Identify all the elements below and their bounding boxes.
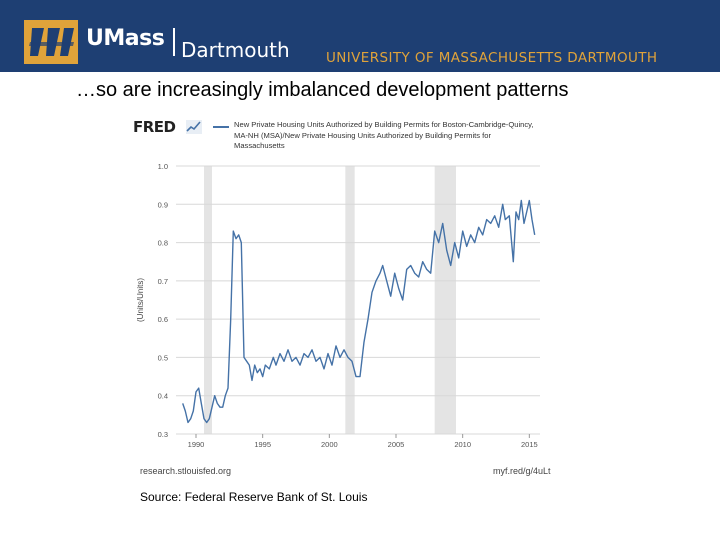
- y-tick-label: 0.4: [158, 392, 168, 401]
- x-tick-label: 2005: [388, 440, 405, 449]
- fred-source-url: research.stlouisfed.org: [140, 466, 232, 476]
- university-name: UNIVERSITY OF MASSACHUSETTS DARTMOUTH: [326, 50, 658, 66]
- source-note: Source: Federal Reserve Bank of St. Loui…: [140, 490, 368, 504]
- brand-umass: UMass: [86, 26, 165, 51]
- x-tick-label: 1995: [254, 440, 271, 449]
- y-tick-label: 1.0: [158, 162, 168, 171]
- fred-chart-icon: [186, 120, 202, 134]
- x-tick-label: 2015: [521, 440, 538, 449]
- umass-logo-icon: [24, 20, 78, 64]
- legend-entry: New Private Housing Units Authorized by …: [234, 120, 534, 151]
- header-banner: UMass Dartmouth UNIVERSITY OF MASSACHUSE…: [0, 0, 720, 72]
- legend-swatch: [213, 126, 229, 128]
- y-tick-label: 0.6: [158, 315, 168, 324]
- x-tick-label: 1990: [188, 440, 205, 449]
- brand-dartmouth: Dartmouth: [181, 38, 290, 62]
- x-tick-label: 2000: [321, 440, 338, 449]
- fred-logo: FRED: [133, 118, 176, 136]
- series-line-0: [182, 199, 536, 424]
- y-tick-label: 0.8: [158, 239, 168, 248]
- recession-band-2: [434, 166, 456, 434]
- y-tick-label: 0.5: [158, 353, 168, 362]
- recession-band-0: [204, 166, 212, 434]
- y-tick-label: 0.7: [158, 277, 168, 286]
- fred-short-link: myf.red/g/4uLt: [493, 466, 551, 476]
- brand-divider: [173, 28, 175, 56]
- recession-band-1: [345, 166, 355, 434]
- x-tick-label: 2010: [454, 440, 471, 449]
- y-tick-label: 0.3: [158, 430, 168, 439]
- y-axis-label: (Units/Units): [136, 278, 145, 322]
- y-tick-label: 0.9: [158, 200, 168, 209]
- slide-title: …so are increasingly imbalanced developm…: [76, 79, 569, 101]
